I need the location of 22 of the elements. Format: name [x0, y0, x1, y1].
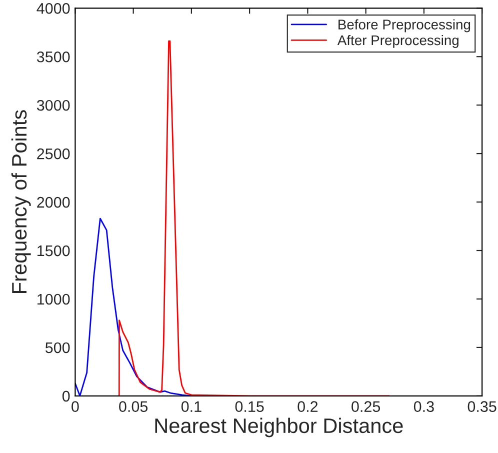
y-tick-label: 2000	[37, 196, 70, 208]
x-tick-label: 0.3	[414, 401, 434, 412]
y-tick-label: 1500	[38, 245, 70, 256]
y-axis-title: Frequency of Points	[11, 110, 31, 293]
x-tick-label: 0.1	[181, 401, 202, 412]
y-tick-label: 500	[45, 342, 70, 354]
legend-label: After Preprocessing	[337, 34, 458, 48]
y-tick-label: 3000	[36, 100, 70, 111]
y-tick-label: 4000	[36, 3, 70, 14]
x-tick-label: 0.05	[119, 401, 148, 412]
x-axis-title: Nearest Neighbor Distance	[155, 418, 403, 438]
x-tick-label: 0.2	[298, 401, 318, 412]
x-tick-label: 0.25	[352, 401, 380, 412]
y-tick-label: 1000	[38, 294, 70, 305]
y-tick-label: 2500	[37, 148, 70, 160]
x-tick-label: 0	[72, 401, 79, 412]
x-tick-label: 0.15	[235, 401, 264, 412]
y-tick-label: 0	[62, 390, 70, 402]
x-tick-label: 0.35	[468, 401, 496, 412]
line-series	[75, 218, 192, 396]
y-tick-label: 3500	[36, 51, 70, 62]
legend-label: Before Preprocessing	[338, 19, 470, 32]
